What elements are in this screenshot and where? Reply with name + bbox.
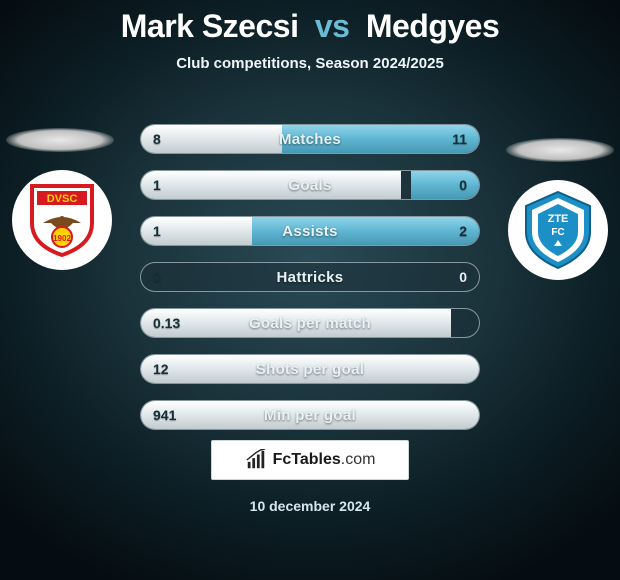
stat-value-right: 0 [459,263,467,291]
footer-domain: .com [341,451,376,469]
date-text: 10 december 2024 [0,498,620,514]
stat-fill-left [141,355,480,383]
stat-value-left: 8 [153,125,161,153]
dvsc-shield-icon: DVSC 1902 [29,183,95,257]
stat-value-left: 1 [153,171,161,199]
chart-icon [245,449,267,471]
stat-fill-right [411,171,479,199]
stat-row: Matches811 [140,124,480,154]
stat-value-left: 12 [153,355,169,383]
shadow-left [6,128,114,152]
footer-brand: FcTables [273,451,341,469]
stat-row: Shots per goal12 [140,354,480,384]
page-title: Mark Szecsi vs Medgyes [0,0,620,45]
stat-label: Hattricks [141,263,479,291]
footer-badge: FcTables.com [211,440,409,480]
svg-text:FC: FC [551,227,564,238]
stat-row: Hattricks0 0 [140,262,480,292]
stat-row: Min per goal941 [140,400,480,430]
content: Mark Szecsi vs Medgyes Club competitions… [0,0,620,580]
stat-fill-left [141,171,401,199]
player2-name: Medgyes [366,8,499,44]
subtitle: Club competitions, Season 2024/2025 [0,55,620,72]
player1-name: Mark Szecsi [121,8,299,44]
stat-value-left: 1 [153,217,161,245]
stat-row: Goals per match0.13 [140,308,480,338]
team-left-logo: DVSC 1902 [12,170,112,270]
stat-value-right: 2 [459,217,467,245]
svg-text:1902: 1902 [53,234,71,243]
stat-row: Goals10 [140,170,480,200]
stat-fill-left [141,401,480,429]
svg-text:DVSC: DVSC [47,193,78,205]
stat-fill-left [141,309,451,337]
vs-text: vs [315,8,350,44]
stat-value-left: 941 [153,401,176,429]
stat-fill-right [282,125,479,153]
team-right-logo: ZTE FC [508,180,608,280]
stat-fill-left [141,125,284,153]
stat-value-left: 0.13 [153,309,180,337]
stat-bars: Matches811Goals10Assists12Hattricks00Goa… [140,124,480,446]
footer-text: FcTables.com [273,451,376,469]
svg-text:ZTE: ZTE [548,213,569,225]
stat-fill-right [252,217,479,245]
zte-shield-icon: ZTE FC [516,188,600,272]
stat-value-right: 0 [459,171,467,199]
stat-value-right: 11 [452,125,467,153]
stat-value-left: 0 [153,263,161,291]
shadow-right [506,138,614,162]
stat-row: Assists12 [140,216,480,246]
